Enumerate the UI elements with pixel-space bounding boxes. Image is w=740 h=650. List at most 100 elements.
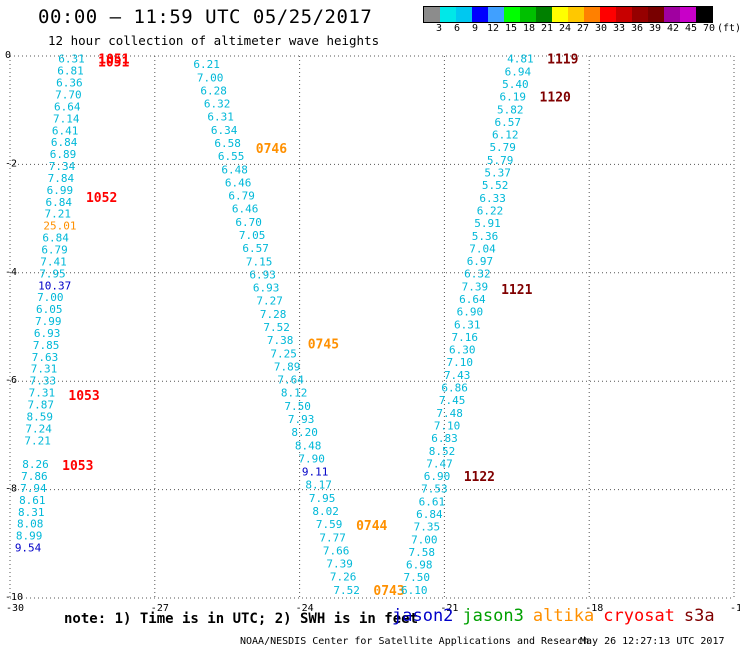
satellite-legend-jason3: jason3 xyxy=(462,606,524,626)
color-swatch xyxy=(440,7,456,22)
wave-height-label: 7.33 xyxy=(30,375,56,388)
track-cryosat: 6.316.816.367.706.647.146.416.846.897.34… xyxy=(15,53,130,555)
color-swatch xyxy=(632,7,648,22)
wave-height-label: 7.59 xyxy=(316,518,343,531)
pass-time-label: 0744 xyxy=(356,519,387,534)
wave-height-label: 6.64 xyxy=(459,293,486,306)
wave-height-label: 6.32 xyxy=(204,98,231,111)
wave-height-label: 6.90 xyxy=(424,470,451,483)
wave-height-label: 6.55 xyxy=(218,150,245,163)
wave-height-label: 8.31 xyxy=(18,506,45,519)
wave-height-color-scale xyxy=(423,6,713,23)
color-swatch xyxy=(520,7,536,22)
wave-height-label: 6.86 xyxy=(441,382,468,395)
wave-height-label: 7.10 xyxy=(446,356,473,369)
wave-height-label: 6.81 xyxy=(57,65,84,78)
wave-height-label: 6.19 xyxy=(500,91,527,104)
wave-height-label: 5.79 xyxy=(487,154,514,167)
wave-height-label: 5.79 xyxy=(489,141,515,154)
pass-time-label: 1122 xyxy=(464,470,495,485)
wave-height-label: 6.34 xyxy=(211,124,238,137)
wave-height-label: 6.94 xyxy=(505,65,532,78)
wave-height-label: 7.31 xyxy=(29,387,56,400)
wave-height-label: 7.84 xyxy=(48,172,75,185)
y-tick-label: -2 xyxy=(5,158,17,169)
color-scale-unit: (ft) xyxy=(716,23,740,34)
color-scale-label: 3 xyxy=(435,23,443,34)
wave-height-label: 8.61 xyxy=(19,494,46,507)
color-scale-labels: 3 6 9 12 15 18 21 24 27 30 33 36 39 42 45 70 (ft) xyxy=(423,23,740,37)
wave-height-label: 7.64 xyxy=(277,374,304,387)
altimeter-tracks: 6.316.816.367.706.647.146.416.846.897.34… xyxy=(15,53,579,599)
color-scale-label: 30 xyxy=(594,23,608,34)
page-subtitle: 12 hour collection of altimeter wave hei… xyxy=(48,33,380,48)
wave-height-label: 6.36 xyxy=(56,77,83,90)
wave-height-label: 6.21 xyxy=(193,58,220,71)
wave-height-label: 7.63 xyxy=(32,351,59,364)
wave-height-label: 7.27 xyxy=(256,295,283,308)
wave-height-label: 6.05 xyxy=(36,303,63,316)
wave-height-label: 7.10 xyxy=(434,419,461,432)
wave-height-label: 6.83 xyxy=(431,432,458,445)
wave-height-label: 6.46 xyxy=(225,176,252,189)
wave-height-label: 8.48 xyxy=(295,439,322,452)
pass-time-label: 0745 xyxy=(308,337,339,352)
wave-height-label: 7.04 xyxy=(469,242,496,255)
pass-time-label: 0746 xyxy=(256,142,287,157)
wave-height-label: 6.93 xyxy=(34,327,61,340)
wave-height-label: 6.70 xyxy=(235,216,262,229)
x-tick-label: -27 xyxy=(151,603,169,614)
satellite-legend-altika: altika xyxy=(532,606,595,626)
wave-height-label: 7.34 xyxy=(49,160,76,173)
wave-height-label: 6.90 xyxy=(457,306,484,319)
pass-time-label: 1052 xyxy=(86,191,117,206)
wave-height-label: 6.12 xyxy=(492,129,519,142)
wave-height-label: 6.89 xyxy=(50,148,77,161)
wave-height-label: 7.77 xyxy=(319,531,346,544)
wave-height-label: 6.30 xyxy=(449,344,476,357)
wave-height-label: 7.25 xyxy=(270,347,297,360)
wave-height-label: 10.37 xyxy=(38,279,71,292)
wave-height-label: 6.57 xyxy=(495,116,521,129)
wave-height-label: 6.57 xyxy=(242,242,268,255)
satellite-legend-cryosat: cryosat xyxy=(603,606,675,626)
color-scale-label: 27 xyxy=(576,23,590,34)
wave-height-label: 7.50 xyxy=(284,400,311,413)
wave-height-label: 8.99 xyxy=(16,530,42,543)
color-swatch xyxy=(424,7,440,22)
wave-height-label: 6.33 xyxy=(479,192,506,205)
wave-height-label: 7.93 xyxy=(288,413,315,426)
color-scale-label: 9 xyxy=(471,23,479,34)
color-scale-label: 39 xyxy=(648,23,662,34)
color-swatch xyxy=(568,7,584,22)
wave-height-label: 6.99 xyxy=(47,184,73,197)
wave-height-label: 6.84 xyxy=(42,232,69,245)
wave-height-label: 5.40 xyxy=(502,78,529,91)
wave-height-label: 7.39 xyxy=(326,558,353,571)
wave-height-label: 7.87 xyxy=(28,399,55,412)
wave-height-label: 8.17 xyxy=(305,479,332,492)
y-tick-label: -8 xyxy=(5,484,17,495)
color-swatch xyxy=(488,7,504,22)
pass-time-label: 1119 xyxy=(547,53,578,68)
pass-time-label: 1051 xyxy=(98,55,129,70)
wave-height-label: 6.31 xyxy=(207,111,234,124)
color-scale-label: 45 xyxy=(684,23,698,34)
color-swatch xyxy=(600,7,616,22)
pass-time-label: 1053 xyxy=(68,389,99,404)
wave-height-label: 5.52 xyxy=(482,179,509,192)
pass-time-label: 1051 xyxy=(98,53,129,68)
color-scale-label: 6 xyxy=(453,23,461,34)
wave-height-label: 5.82 xyxy=(497,103,524,116)
pass-time-label: 1120 xyxy=(540,91,571,106)
wave-height-label: 7.85 xyxy=(33,339,60,352)
satellite-legend-s3a: s3a xyxy=(683,606,715,626)
wave-height-label: 7.95 xyxy=(309,492,336,505)
y-tick-label: -10 xyxy=(5,592,23,603)
wave-height-label: 6.79 xyxy=(228,190,255,203)
wave-height-label: 7.21 xyxy=(44,208,71,221)
y-tick-label: 0 xyxy=(5,50,11,61)
wave-height-label: 7.05 xyxy=(239,229,266,242)
wave-height-label: 7.95 xyxy=(39,267,66,280)
wave-height-label: 7.52 xyxy=(333,584,360,597)
